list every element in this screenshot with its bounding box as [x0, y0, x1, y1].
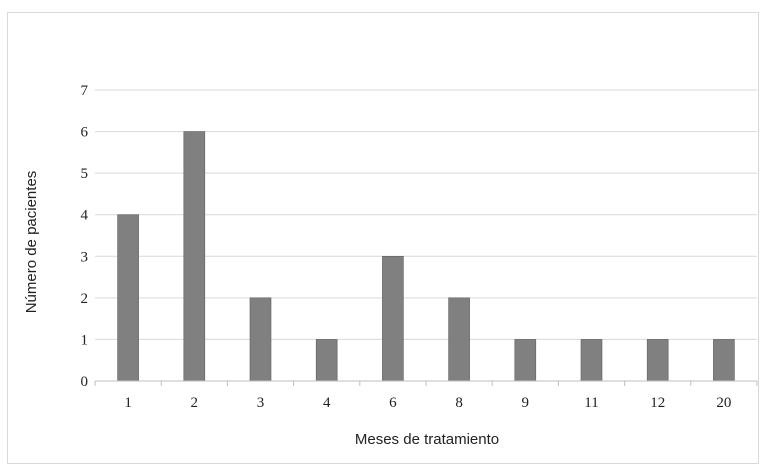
- x-tick-labels: 1 2 3 4 6 8 9 11 12 20: [124, 395, 731, 411]
- y-tick-label: 0: [81, 374, 89, 390]
- x-axis: [94, 380, 758, 386]
- x-tick-label: 20: [716, 395, 731, 411]
- bar: [382, 255, 404, 382]
- bar: [646, 339, 669, 382]
- y-tick-label: 4: [81, 208, 89, 224]
- x-tick-label: 1: [124, 395, 132, 411]
- y-axis-title: Número de pacientes: [23, 171, 40, 314]
- bar: [514, 339, 537, 382]
- y-tick-label: 3: [81, 249, 89, 265]
- x-tick-label: 11: [584, 395, 598, 411]
- y-tick-label: 1: [81, 332, 89, 348]
- x-tick-label: 6: [389, 395, 397, 411]
- bar: [249, 297, 272, 382]
- bar: [713, 339, 735, 382]
- y-tick-label: 2: [81, 291, 89, 307]
- bar: [448, 297, 470, 382]
- x-tick-label: 12: [650, 395, 665, 411]
- bar: [117, 214, 139, 382]
- y-tick-labels: 0 1 2 3 4 5 6 7: [81, 83, 89, 390]
- x-tick-label: 4: [323, 395, 331, 411]
- y-tick-label: 7: [81, 83, 89, 99]
- x-axis-title: Meses de tratamiento: [355, 431, 499, 448]
- bar: [315, 339, 338, 382]
- x-tick-label: 8: [455, 395, 463, 411]
- y-tick-label: 5: [81, 166, 89, 182]
- x-tick-label: 9: [522, 395, 530, 411]
- bar: [183, 131, 206, 382]
- x-tick-label: 2: [191, 395, 199, 411]
- gridlines: [95, 89, 757, 340]
- bar: [580, 339, 603, 382]
- bars: [117, 131, 735, 382]
- x-tick-label: 3: [257, 395, 265, 411]
- y-tick-label: 6: [81, 125, 89, 141]
